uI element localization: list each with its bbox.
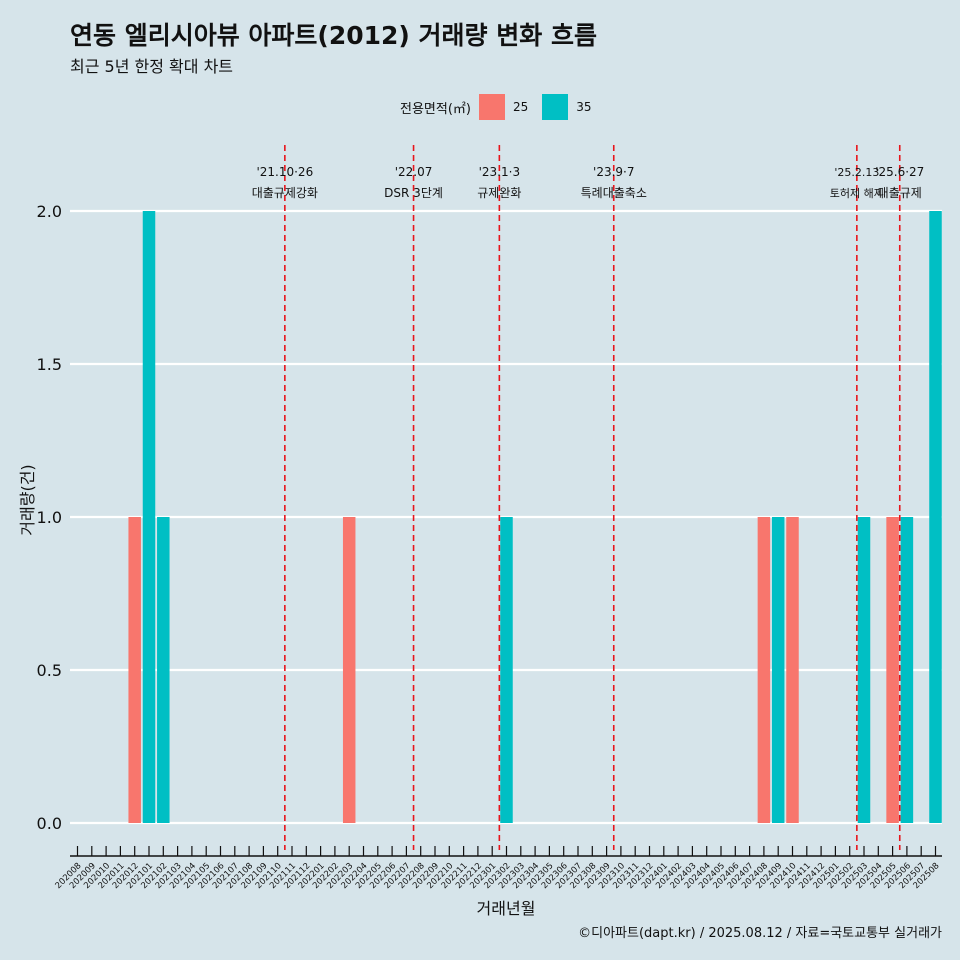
bar-25-202410 bbox=[786, 517, 799, 823]
bar-25-202203 bbox=[342, 517, 356, 823]
source-caption: ©디아파트(dapt.kr) / 2025.08.12 / 자료=국토교통부 실… bbox=[578, 926, 942, 941]
chart-subtitle: 최근 5년 한정 확대 차트 bbox=[70, 57, 234, 76]
legend-swatch-25 bbox=[478, 94, 505, 120]
chart-title: 연동 엘리시아뷰 아파트(2012) 거래량 변화 흐름 bbox=[70, 21, 597, 50]
legend: 전용면적(㎡) 25 35 bbox=[400, 93, 606, 121]
y-tick-label: 0.0 bbox=[37, 814, 62, 833]
bar-35-202302 bbox=[500, 517, 513, 823]
event-date-3: '23.1·3 bbox=[479, 165, 520, 179]
bar-25-202408 bbox=[757, 517, 771, 823]
bar-35-202101 bbox=[142, 211, 156, 823]
bar-25-202012 bbox=[128, 517, 141, 823]
bar-35-202503 bbox=[857, 517, 871, 823]
y-tick-label: 1.5 bbox=[37, 355, 62, 374]
event-date-4: '23.9·7 bbox=[593, 165, 634, 179]
event-label-1: 대출규제강화 bbox=[252, 186, 318, 200]
bar-35-202409 bbox=[771, 517, 785, 823]
event-label-5: 토허제 해제 bbox=[830, 186, 884, 200]
event-label-6: 대출규제 bbox=[878, 186, 922, 200]
bar-25-202505 bbox=[886, 517, 899, 823]
legend-label-35: 35 bbox=[576, 100, 592, 114]
legend-label-25: 25 bbox=[512, 100, 529, 114]
bar-35-202506 bbox=[900, 517, 914, 823]
legend-title: 전용면적(㎡) bbox=[400, 101, 471, 117]
event-label-3: 규제완화 bbox=[477, 186, 521, 200]
event-label-2: DSR 3단계 bbox=[384, 186, 443, 200]
event-date-1: '21.10·26 bbox=[256, 165, 313, 179]
y-tick-label: 2.0 bbox=[37, 202, 62, 221]
bar-35-202508 bbox=[929, 211, 942, 823]
y-axis-title: 거래량(건) bbox=[18, 464, 37, 535]
legend-item-35: 35 bbox=[542, 94, 601, 120]
bar-35-202102 bbox=[157, 517, 170, 823]
event-date-6: '25.6·27 bbox=[875, 165, 924, 179]
event-date-5: '25.2.13 bbox=[834, 166, 879, 179]
x-axis-title: 거래년월 bbox=[477, 899, 536, 918]
event-date-2: '22.07 bbox=[395, 165, 433, 179]
legend-swatch-35 bbox=[542, 94, 569, 120]
event-label-4: 특례대출축소 bbox=[581, 186, 647, 200]
legend-item-25: 25 bbox=[478, 94, 538, 120]
y-tick-label: 1.0 bbox=[37, 508, 62, 527]
y-tick-label: 0.5 bbox=[37, 661, 62, 680]
